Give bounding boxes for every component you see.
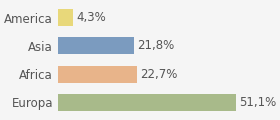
Text: 4,3%: 4,3% <box>76 11 106 24</box>
Text: 51,1%: 51,1% <box>239 96 276 109</box>
Bar <box>59 9 73 26</box>
Text: 21,8%: 21,8% <box>137 39 174 52</box>
Bar <box>59 66 137 83</box>
Text: 22,7%: 22,7% <box>140 68 178 81</box>
Bar <box>59 37 134 54</box>
Bar <box>59 94 236 111</box>
